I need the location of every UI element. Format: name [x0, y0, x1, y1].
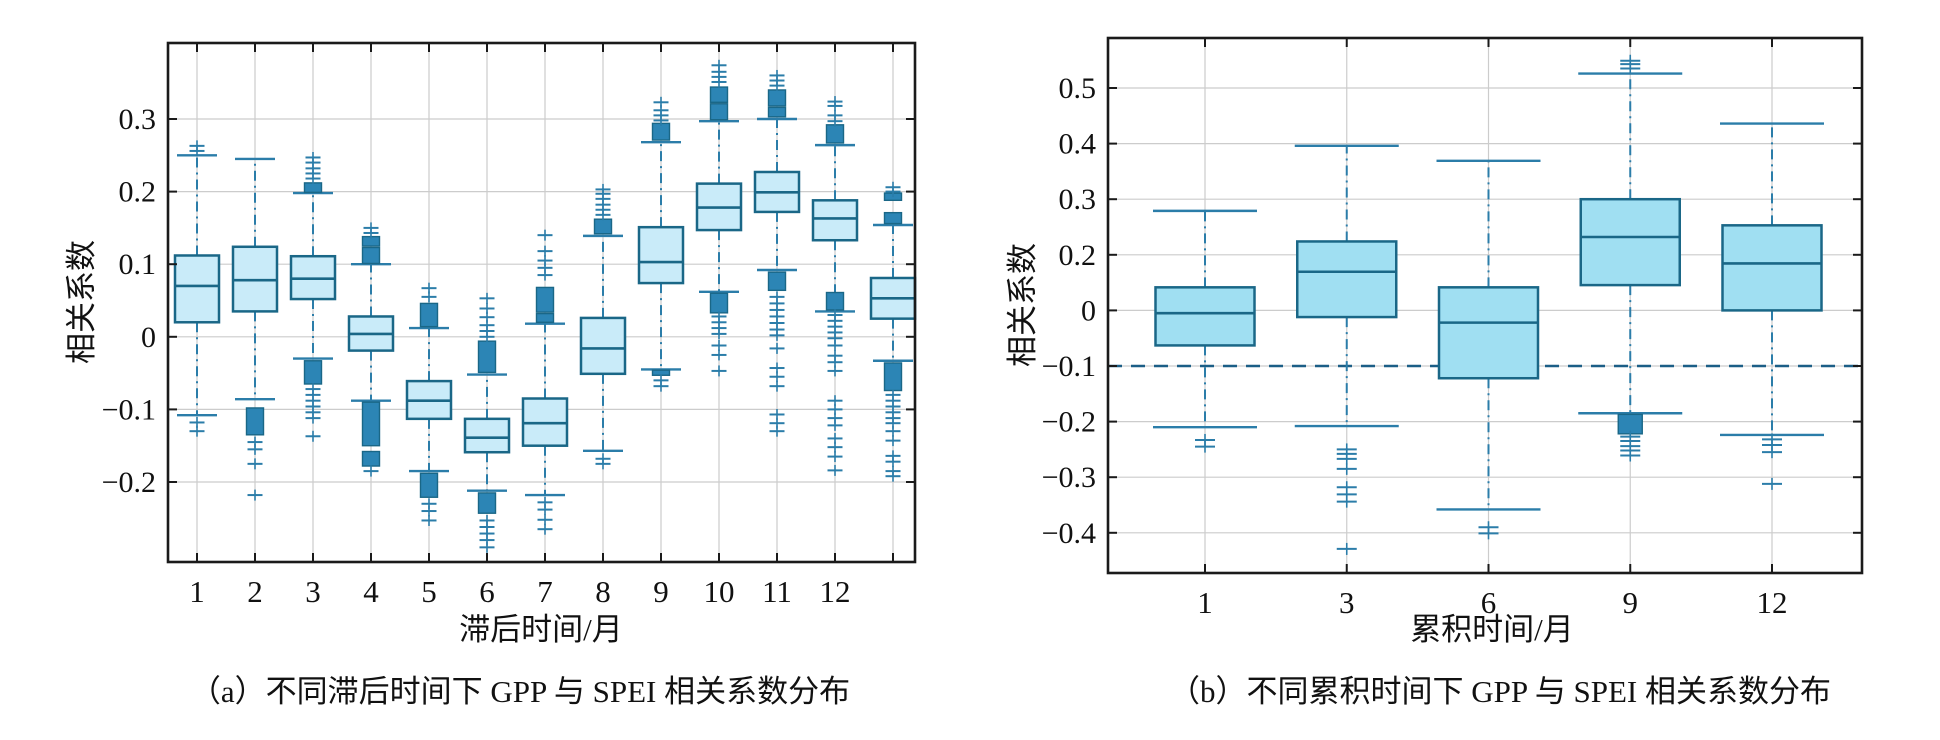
caption-b: （b）不同累积时间下 GPP 与 SPEI 相关系数分布 — [1169, 674, 1831, 709]
ylabel-a: 相关系数 — [64, 240, 99, 364]
caption-a: （a）不同滞后时间下 GPP 与 SPEI 相关系数分布 — [190, 674, 850, 709]
xlabel-b: 累积时间/月 — [1410, 612, 1574, 647]
boxplot-a: 0.30.20.10−0.1−0.21 2 3 4 5 6 7 8 9 10 11 12 — [102, 41, 917, 609]
y-tick-label: 0.3 — [1059, 183, 1097, 216]
x-tick-label: 9 — [653, 574, 669, 609]
x-tick-label: 5 — [421, 574, 437, 609]
x-tick-label: 6 — [479, 574, 495, 609]
x-tick-label: 6 — [1481, 585, 1497, 620]
y-tick-label: −0.4 — [1042, 517, 1096, 550]
x-tick-label: 2 — [247, 574, 263, 609]
x-tick-label: 10 — [704, 574, 735, 609]
x-tick-label: 4 — [363, 574, 379, 609]
y-tick-label: −0.1 — [1042, 350, 1096, 383]
x-tick-label: 9 — [1623, 585, 1639, 620]
y-tick-label: −0.3 — [1042, 461, 1096, 494]
x-tick-label: 12 — [1757, 585, 1788, 620]
xlabel-a: 滞后时间/月 — [459, 612, 623, 647]
y-tick-label: 0.5 — [1059, 72, 1097, 105]
x-tick-label: 3 — [305, 574, 321, 609]
y-tick-label: −0.2 — [102, 466, 156, 499]
x-tick-label: 3 — [1339, 585, 1355, 620]
y-tick-label: 0.3 — [119, 103, 157, 136]
x-tick-label: 11 — [762, 574, 792, 609]
boxplot-b: 0.5 0.4 0.3 0.2 0 −0.1 −0.2 −0.3 −0.4 1 3 6 9 12 — [1042, 36, 1864, 620]
y-tick-label: 0.2 — [119, 176, 157, 209]
y-tick-label: 0 — [141, 321, 156, 354]
x-tick-label: 1 — [189, 574, 205, 609]
y-tick-label: −0.1 — [102, 393, 156, 426]
y-tick-label: 0 — [1081, 294, 1096, 327]
x-tick-label: 8 — [595, 574, 611, 609]
x-tick-label: 1 — [1197, 585, 1213, 620]
y-tick-label: 0.2 — [1059, 239, 1097, 272]
y-tick-label: 0.1 — [119, 248, 157, 281]
x-tick-label: 7 — [537, 574, 553, 609]
ylabel-b: 相关系数 — [1005, 243, 1040, 367]
y-tick-label: −0.2 — [1042, 406, 1096, 439]
x-tick-label: 12 — [820, 574, 851, 609]
y-tick-label: 0.4 — [1059, 128, 1097, 161]
